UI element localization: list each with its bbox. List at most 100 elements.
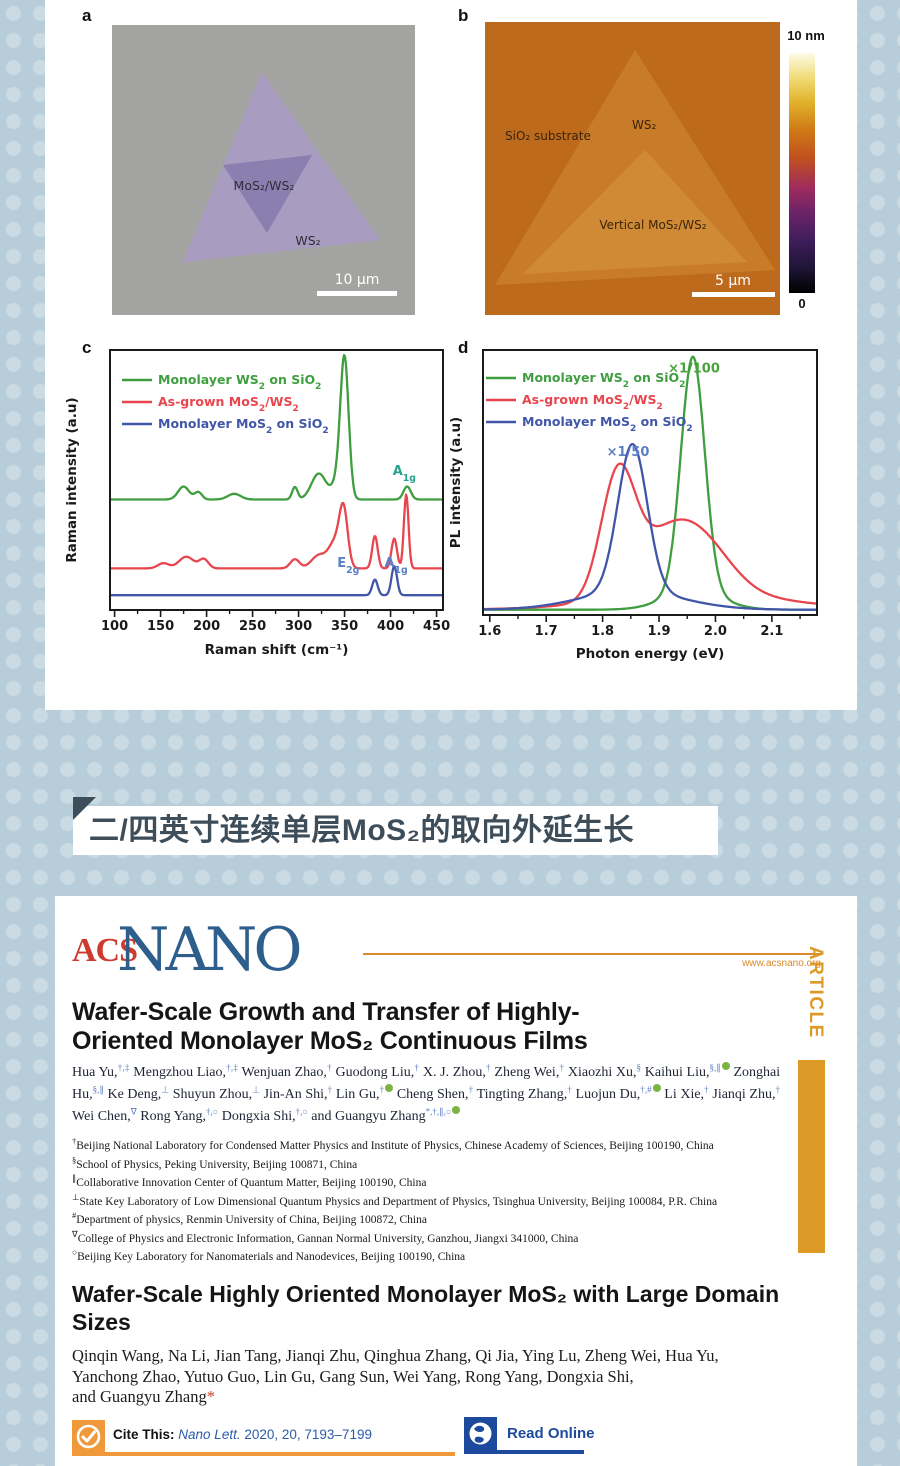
y-axis-title: PL intensity (a.u)	[448, 417, 464, 548]
nano-logo: NANO	[117, 915, 303, 985]
afm-vertical-triangle	[523, 150, 747, 274]
cite-this-icon-box[interactable]	[72, 1420, 105, 1453]
x-tick-label: 1.7	[535, 624, 558, 639]
author: Hua Yu,†,‡	[72, 1062, 130, 1080]
x-axis-title: Photon energy (eV)	[576, 646, 725, 662]
author: Rong Yang,†,○	[140, 1106, 219, 1124]
read-online-button[interactable]: Read Online	[507, 1425, 595, 1442]
label-ws2-afm: WS₂	[632, 118, 656, 132]
panel-label-c: c	[82, 338, 92, 357]
article-ribbon-label: ARTICLE	[805, 946, 826, 1039]
y-axis-title: Raman intensity (a.u)	[64, 397, 80, 562]
scalebar-a	[317, 291, 397, 296]
series-monolayer-mos2-on-sio2	[482, 442, 818, 611]
cite-this-link[interactable]: Cite This: Nano Lett. 2020, 20, 7193–719…	[113, 1427, 372, 1442]
annotation: ×1/100	[668, 362, 720, 377]
author: Guodong Liu,†	[335, 1062, 420, 1080]
annotation: A1g	[393, 464, 416, 484]
colorbar-max-label: 10 nm	[787, 28, 825, 43]
author: Tingting Zhang,†	[476, 1084, 572, 1102]
affiliation: ⊥State Key Laboratory of Low Dimensional…	[72, 1191, 718, 1208]
affiliation: §School of Physics, Peking University, B…	[72, 1154, 358, 1171]
annotation: A1g	[384, 556, 407, 576]
paper2-author-list: Qinqin Wang, Na Li, Jian Tang, Jianqi Zh…	[72, 1346, 719, 1406]
author: Shuyun Zhou,⊥	[172, 1084, 260, 1102]
x-tick-label: 300	[285, 619, 312, 634]
author: Wenjuan Zhao,†	[241, 1062, 332, 1080]
section-heading-text: 二/四英寸连续单层MoS₂的取向外延生长	[89, 814, 634, 847]
optical-image-panel: MoS₂/WS₂ WS₂ 10 μm	[112, 25, 415, 315]
legend-label: Monolayer MoS2 on SiO2	[522, 414, 693, 434]
x-tick-label: 1.6	[478, 624, 501, 639]
section-heading-banner: 二/四英寸连续单层MoS₂的取向外延生长	[73, 806, 718, 855]
label-mos2-ws2: MoS₂/WS₂	[234, 178, 295, 193]
legend-label: Monolayer WS2 on SiO2	[158, 372, 321, 392]
label-ws2: WS₂	[295, 233, 320, 248]
author: Wei Chen,∇	[72, 1106, 137, 1124]
author: and Guangyu Zhang*,†,∥,○	[311, 1105, 461, 1124]
series-monolayer-ws2-on-sio2	[109, 353, 444, 501]
afm-image-panel: SiO₂ substrate WS₂ Vertical MoS₂/WS₂ 5 μ…	[485, 22, 780, 315]
paper1-title-line2: Oriented Monolayer MoS₂ Continuous Films	[72, 1027, 588, 1055]
affiliation: ○Beijing Key Laboratory for Nanomaterial…	[72, 1247, 466, 1264]
author: Mengzhou Liao,†,‡	[133, 1062, 239, 1080]
author: Lin Gu,†	[336, 1083, 394, 1102]
check-icon	[76, 1424, 101, 1449]
x-tick-label: 400	[377, 619, 404, 634]
x-tick-label: 150	[147, 619, 174, 634]
cite-underline	[72, 1452, 455, 1456]
x-tick-label: 200	[193, 619, 220, 634]
scalebar-label-a: 10 μm	[335, 272, 380, 288]
x-tick-label: 1.9	[648, 624, 671, 639]
orcid-icon	[385, 1083, 394, 1092]
author: Zheng Wei,†	[494, 1062, 565, 1080]
annotation: E2g	[337, 556, 359, 576]
paper2-title: Wafer-Scale Highly Oriented Monolayer Mo…	[72, 1280, 779, 1336]
x-tick-label: 2.0	[704, 624, 727, 639]
affiliation: †Beijing National Laboratory for Condens…	[72, 1136, 714, 1152]
cite-journal: Nano Lett.	[178, 1427, 241, 1442]
author: Luojun Du,†,#	[576, 1083, 661, 1102]
affiliation: ∥Collaborative Innovation Center of Quan…	[72, 1173, 427, 1189]
panel-label-a: a	[82, 6, 92, 25]
paper1-title: Wafer-Scale Growth and Transfer of Highl…	[72, 998, 588, 1056]
colorbar-min-label: 0	[798, 296, 806, 311]
plot-frame	[109, 349, 444, 611]
author: X. J. Zhou,†	[422, 1062, 491, 1080]
read-online-icon-box[interactable]	[464, 1417, 497, 1450]
x-tick-label: 2.1	[760, 624, 783, 639]
legend-label: As-grown MoS2/WS2	[522, 392, 663, 412]
raman-spectra-chart: 100 150 200 250 300 350 400 450 Raman shift (cm⁻…	[64, 349, 450, 658]
paper1-author-list: Hua Yu,†,‡ Mengzhou Liao,†,‡ Wenjuan Zha…	[72, 1059, 780, 1125]
annotation: ×1/50	[607, 445, 650, 460]
legend-label: Monolayer WS2 on SiO2	[522, 370, 685, 390]
author: Kaihui Liu,§,∥	[645, 1061, 730, 1080]
journal-rule	[363, 953, 821, 955]
affiliation: #Department of physics, Renmin Universit…	[72, 1210, 427, 1226]
paper1-title-line1: Wafer-Scale Growth and Transfer of Highl…	[72, 998, 580, 1026]
author: Dongxia Shi,†,○	[221, 1106, 308, 1124]
orcid-icon	[452, 1105, 461, 1114]
read-online-underline	[464, 1450, 584, 1454]
author: Ke Deng,⊥	[107, 1084, 170, 1102]
label-sio2-substrate: SiO₂ substrate	[505, 129, 591, 143]
journal-url-link[interactable]: www.acsnano.org	[742, 958, 821, 969]
legend-label: As-grown MoS2/WS2	[158, 394, 299, 414]
cite-this-label: Cite This:	[113, 1427, 175, 1442]
x-axis-title: Raman shift (cm⁻¹)	[205, 642, 349, 658]
series-as-grown-mos2-ws2	[482, 462, 818, 611]
height-colorbar	[789, 53, 815, 293]
legend-label: Monolayer MoS2 on SiO2	[158, 416, 329, 436]
series-as-grown-mos2-ws2	[109, 493, 444, 570]
figure-card: a b c d MoS₂/WS₂ WS₂ 10 μm SiO₂ substrat…	[45, 0, 857, 710]
scalebar-b	[692, 292, 775, 297]
author: Xiaozhi Xu,§	[567, 1062, 642, 1080]
pl-spectra-chart: 1.6 1.7 1.8 1.9 2.0 2.1 Photon energy (eV) PL i…	[448, 349, 818, 662]
mos2-ws2-inner-triangle	[223, 155, 312, 233]
paper2-title-line2: Sizes	[72, 1309, 131, 1335]
x-tick-label: 450	[423, 619, 450, 634]
panel-label-d: d	[458, 338, 469, 357]
x-tick-label: 250	[239, 619, 266, 634]
scalebar-label-b: 5 μm	[715, 273, 751, 289]
